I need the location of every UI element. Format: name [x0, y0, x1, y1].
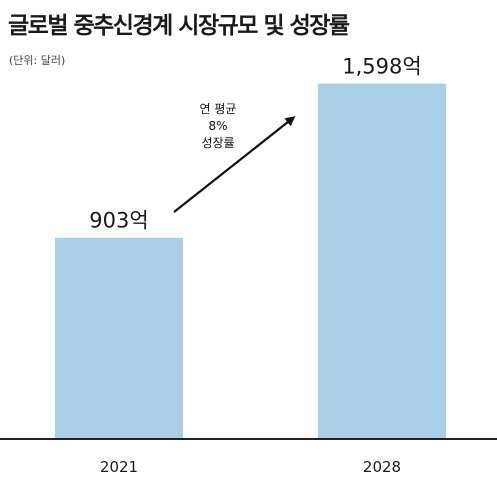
bar-2021: [55, 237, 183, 438]
chart-title: 글로벌 중추신경계 시장규모 및 성장률: [8, 13, 350, 39]
x-tick-label-2021: 2021: [100, 458, 138, 476]
x-tick-label-2028: 2028: [363, 458, 401, 476]
annotation-line: 성장률: [201, 136, 234, 150]
annotation-line: 8%: [208, 119, 227, 133]
growth-annotation: 연 평균 8% 성장률: [200, 102, 237, 150]
annotation-line: 연 평균: [200, 102, 237, 116]
growth-arrow: [173, 116, 296, 213]
value-label-2028: 1,598억: [342, 55, 421, 79]
bar-2028: [318, 83, 446, 439]
unit-note: (단위: 달러): [9, 54, 66, 67]
value-label-2021: 903억: [89, 209, 148, 233]
